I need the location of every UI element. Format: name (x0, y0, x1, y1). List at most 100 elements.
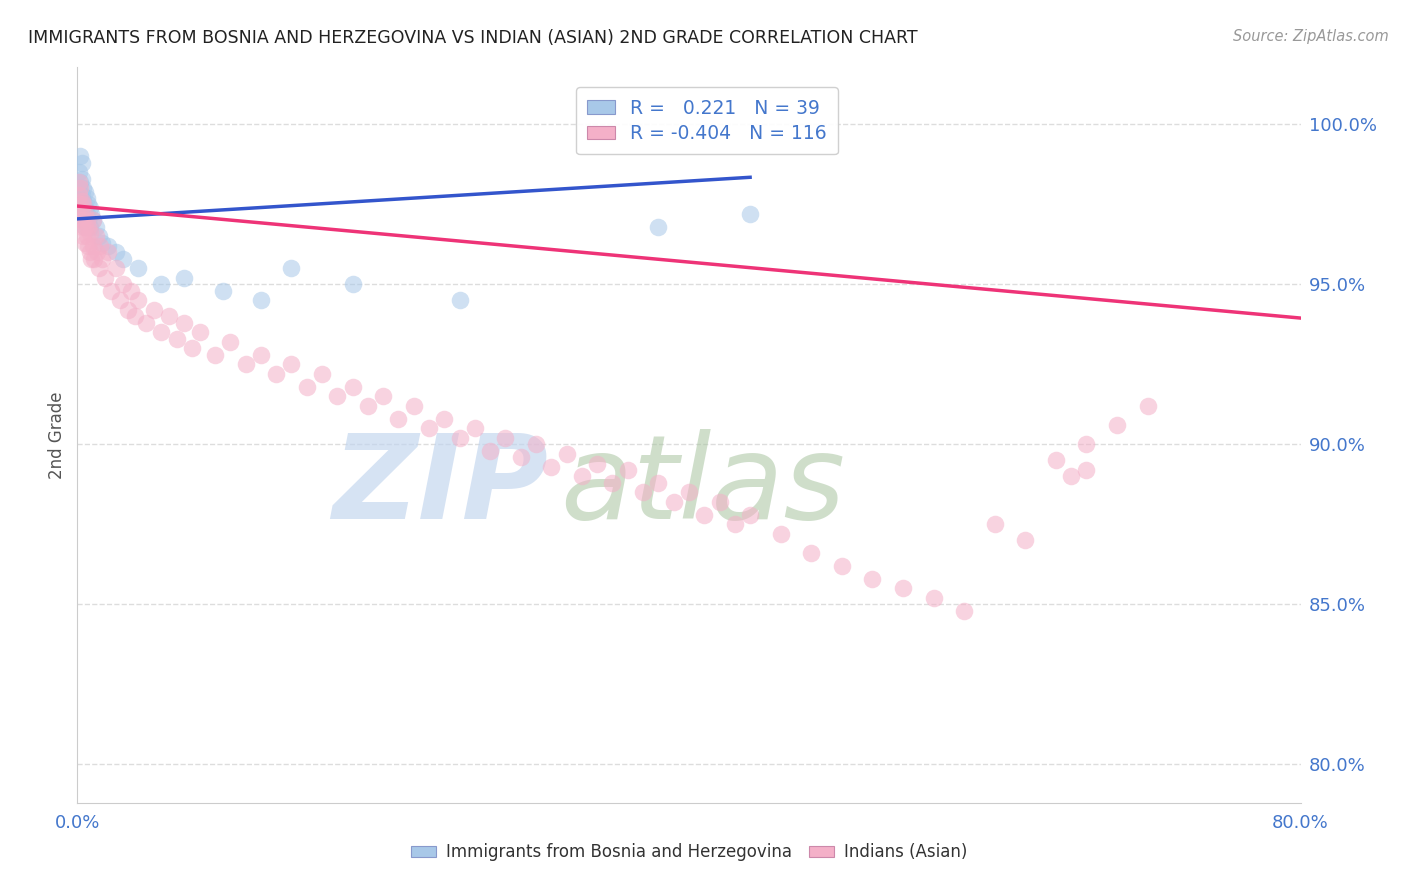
Point (69, 149, 91, 163)
Point (135, 316, 157, 330)
Point (67, 181, 90, 195)
Point (70, 172, 93, 186)
Point (97, 239, 120, 253)
Text: IMMIGRANTS FROM BOSNIA AND HERZEGOVINA VS INDIAN (ASIAN) 2ND GRADE CORRELATION C: IMMIGRANTS FROM BOSNIA AND HERZEGOVINA V… (28, 29, 918, 46)
Point (280, 261, 302, 276)
Point (617, 463, 640, 477)
Point (70, 203, 93, 218)
Point (72, 213, 94, 227)
Text: atlas: atlas (561, 429, 845, 543)
Point (76, 229, 98, 244)
Point (80, 252, 103, 266)
Point (104, 261, 127, 276)
Point (1076, 463, 1098, 477)
Point (647, 219, 669, 234)
Point (87, 229, 110, 244)
Point (72, 197, 94, 211)
Point (1014, 533, 1036, 548)
Point (800, 546, 823, 560)
Point (295, 380, 318, 394)
Point (69, 197, 91, 211)
Point (509, 450, 531, 465)
Point (1045, 453, 1067, 467)
Point (84, 229, 107, 244)
Point (73, 207, 96, 221)
Point (127, 261, 149, 276)
Point (1076, 437, 1098, 451)
Point (678, 485, 700, 500)
Point (280, 358, 302, 372)
Point (402, 399, 425, 413)
Point (82, 213, 104, 227)
Point (250, 293, 273, 308)
Point (326, 389, 349, 403)
Point (79, 245, 101, 260)
Point (586, 457, 609, 471)
Point (433, 412, 456, 426)
Point (72, 181, 94, 195)
Point (173, 316, 195, 330)
Point (67, 165, 90, 179)
Point (100, 284, 122, 298)
Y-axis label: 2nd Grade: 2nd Grade (48, 391, 66, 479)
Point (479, 443, 502, 458)
Point (1060, 469, 1083, 483)
Point (311, 367, 333, 381)
Point (953, 604, 976, 618)
Point (77, 197, 100, 211)
Point (181, 342, 204, 356)
Point (418, 421, 440, 435)
Point (117, 303, 139, 318)
Point (82, 213, 104, 227)
Point (72, 229, 94, 244)
Point (77, 219, 100, 234)
Point (647, 475, 669, 490)
Point (90, 235, 112, 250)
Point (862, 572, 884, 586)
Point (831, 559, 853, 574)
Point (693, 508, 716, 522)
Point (342, 380, 364, 394)
Point (87, 261, 110, 276)
Point (69, 197, 91, 211)
Point (108, 293, 131, 308)
Point (124, 310, 146, 324)
Point (264, 367, 287, 381)
Point (73, 219, 96, 234)
Point (250, 348, 273, 362)
Point (69, 181, 91, 195)
Point (70, 219, 93, 234)
Point (342, 277, 364, 292)
Point (67, 187, 90, 202)
Point (724, 517, 747, 532)
Point (76, 207, 98, 221)
Point (73, 235, 96, 250)
Point (70, 194, 93, 209)
Point (188, 326, 211, 340)
Point (77, 239, 100, 253)
Point (89, 239, 111, 253)
Point (77, 213, 100, 227)
Point (94, 271, 117, 285)
Point (891, 582, 914, 596)
Text: Source: ZipAtlas.com: Source: ZipAtlas.com (1233, 29, 1389, 44)
Point (79, 219, 101, 234)
Point (495, 431, 517, 445)
Point (83, 252, 105, 266)
Point (79, 201, 101, 215)
Point (1136, 399, 1159, 413)
Point (204, 348, 226, 362)
Point (157, 310, 180, 324)
Point (235, 358, 257, 372)
Point (76, 191, 98, 205)
Point (112, 252, 135, 266)
Point (112, 277, 135, 292)
Point (86, 245, 108, 260)
Point (387, 412, 409, 426)
Point (602, 475, 624, 490)
Point (80, 207, 103, 221)
Point (740, 508, 762, 522)
Point (142, 303, 165, 318)
Point (1107, 418, 1129, 433)
Point (150, 326, 173, 340)
